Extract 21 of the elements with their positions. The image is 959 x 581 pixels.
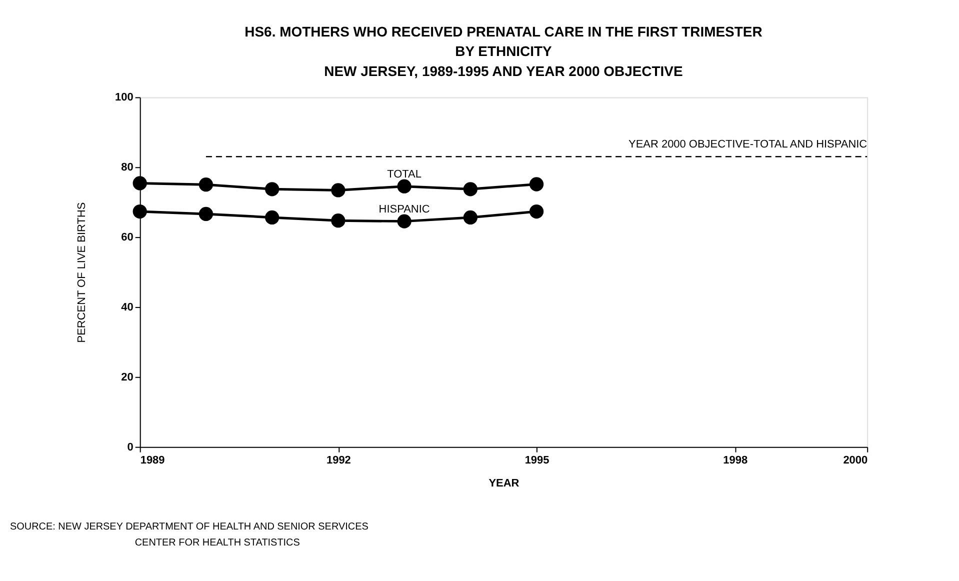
- y-tick-label: 60: [121, 232, 134, 244]
- series-label: HISPANIC: [378, 203, 430, 216]
- text: HS6. MOTHERS WHO RECEIVED PRENATAL CARE IN THE FIRST TRIMESTER: [244, 23, 762, 40]
- y-tick-label: 100: [115, 92, 134, 104]
- series-label: YEAR 2000 OBJECTIVE-TOTAL AND HISPANIC: [628, 138, 868, 151]
- series-label: TOTAL: [387, 168, 422, 180]
- source-note: SOURCE: NEW JERSEY DEPARTMENT OF HEALTH AND SENIOR SERVICES: [10, 522, 369, 533]
- y-tick-label: 80: [121, 162, 134, 174]
- x-tick-label: 1992: [326, 454, 351, 466]
- text: NEW JERSEY, 1989-1995 AND YEAR 2000 OBJECTIVE: [324, 63, 683, 80]
- x-tick-label: 1998: [723, 454, 748, 466]
- text: CENTER FOR HEALTH STATISTICS: [134, 538, 300, 549]
- y-tick-label: 40: [121, 301, 134, 314]
- x-axis-title: YEAR: [488, 477, 520, 490]
- x-tick-label: 1989: [140, 454, 165, 466]
- text: BY ETHNICITY: [455, 43, 552, 60]
- x-tick-label: 1995: [524, 454, 550, 466]
- y-tick-label: 0: [127, 441, 134, 454]
- y-axis-title: PERCENT OF LIVE BIRTHS: [76, 202, 88, 343]
- x-tick-label: 2000: [843, 454, 868, 466]
- y-tick-label: 20: [121, 371, 134, 384]
